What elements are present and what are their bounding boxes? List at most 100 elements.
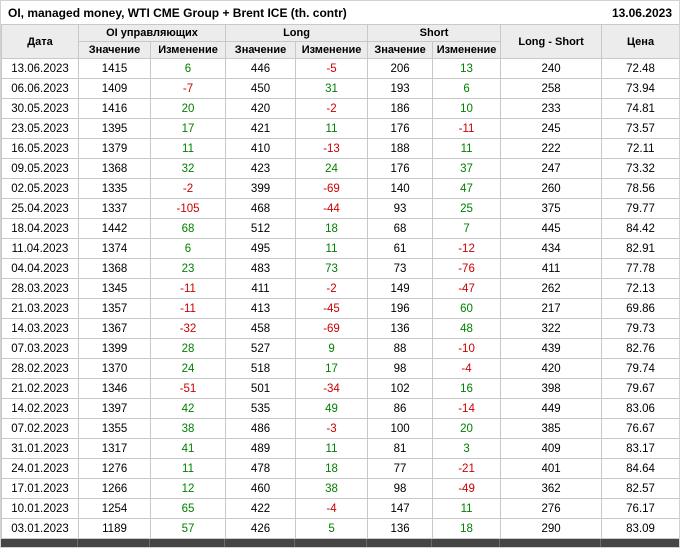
cell-long-change: -45 <box>295 298 369 319</box>
cell-short-change: -21 <box>432 458 502 479</box>
cell-long-short: 375 <box>500 198 603 219</box>
cell-short-value: 136 <box>367 518 434 539</box>
cell-long-value: 512 <box>225 218 297 239</box>
cell-long-short: 401 <box>500 458 603 479</box>
cell-long-short: 411 <box>500 258 603 279</box>
cell-price: 82.57 <box>601 478 679 499</box>
cell-oi-value: 1397 <box>78 398 151 419</box>
cell-long-change: 18 <box>295 218 369 239</box>
cell-short-value: 149 <box>367 278 434 299</box>
cell-short-value: 77 <box>367 458 434 479</box>
cell-short-change: 48 <box>432 318 502 339</box>
cell-price: 76.67 <box>601 418 679 439</box>
cell-date: 13.06.2023 <box>1 58 79 79</box>
partial-next-row <box>1 539 679 547</box>
cell-short-value: 73 <box>367 258 434 279</box>
cell-date: 30.05.2023 <box>1 98 79 119</box>
cell-long-change: -2 <box>295 98 369 119</box>
subheader-short-change: Изменение <box>432 41 502 59</box>
cell-long-short: 362 <box>500 478 603 499</box>
subheader-long-change: Изменение <box>295 41 369 59</box>
cell-long-short: 439 <box>500 338 603 359</box>
cell-long-change: -44 <box>295 198 369 219</box>
partial-cell <box>601 539 679 547</box>
cell-date: 14.02.2023 <box>1 398 79 419</box>
cell-short-change: 16 <box>432 378 502 399</box>
cell-short-value: 98 <box>367 358 434 379</box>
cell-short-value: 140 <box>367 178 434 199</box>
cell-oi-value: 1266 <box>78 478 151 499</box>
table-row: 03.01.2023 1189 57 426 5 136 18 290 83.0… <box>1 518 679 539</box>
cell-oi-change: 6 <box>149 58 227 79</box>
cell-date: 21.03.2023 <box>1 298 79 319</box>
cell-oi-value: 1357 <box>78 298 151 319</box>
cell-long-change: 31 <box>295 78 369 99</box>
cell-long-short: 449 <box>500 398 603 419</box>
table-row: 30.05.2023 1416 20 420 -2 186 10 233 74.… <box>1 98 679 119</box>
table-row: 13.06.2023 1415 6 446 -5 206 13 240 72.4… <box>1 58 679 79</box>
cell-date: 21.02.2023 <box>1 378 79 399</box>
cell-short-change: 37 <box>432 158 502 179</box>
cell-short-change: 47 <box>432 178 502 199</box>
table-row: 21.02.2023 1346 -51 501 -34 102 16 398 7… <box>1 378 679 399</box>
cell-short-change: 20 <box>432 418 502 439</box>
cell-short-change: 25 <box>432 198 502 219</box>
cell-oi-change: 23 <box>149 258 227 279</box>
cell-oi-value: 1409 <box>78 78 151 99</box>
cell-date: 31.01.2023 <box>1 438 79 459</box>
cell-oi-value: 1442 <box>78 218 151 239</box>
cell-oi-value: 1276 <box>78 458 151 479</box>
cell-long-short: 398 <box>500 378 603 399</box>
cell-date: 14.03.2023 <box>1 318 79 339</box>
cell-price: 79.77 <box>601 198 679 219</box>
cell-long-short: 262 <box>500 278 603 299</box>
cell-oi-change: 42 <box>149 398 227 419</box>
cell-long-short: 420 <box>500 358 603 379</box>
table-row: 06.06.2023 1409 -7 450 31 193 6 258 73.9… <box>1 78 679 99</box>
col-group-oi: OI управляющих <box>77 24 227 42</box>
cell-long-change: 24 <box>295 158 369 179</box>
cell-short-change: -49 <box>432 478 502 499</box>
cell-oi-change: -105 <box>149 198 227 219</box>
cell-price: 79.73 <box>601 318 679 339</box>
cell-oi-change: 17 <box>149 118 227 139</box>
cell-long-change: -13 <box>295 138 369 159</box>
cell-date: 02.05.2023 <box>1 178 79 199</box>
table-row: 14.02.2023 1397 42 535 49 86 -14 449 83.… <box>1 398 679 419</box>
report-title: OI, managed money, WTI CME Group + Brent… <box>8 6 347 20</box>
cell-long-value: 458 <box>225 318 297 339</box>
cell-oi-change: 57 <box>149 518 227 539</box>
subheader-oi-change: Изменение <box>149 41 227 59</box>
cell-oi-change: 65 <box>149 498 227 519</box>
cell-short-change: 11 <box>432 498 502 519</box>
cell-long-value: 420 <box>225 98 297 119</box>
cell-short-value: 81 <box>367 438 434 459</box>
cell-long-short: 245 <box>500 118 603 139</box>
table-row: 10.01.2023 1254 65 422 -4 147 11 276 76.… <box>1 498 679 519</box>
cell-short-value: 61 <box>367 238 434 259</box>
oi-table: Дата OI управляющих Long Short Long - Sh… <box>1 24 679 539</box>
cell-date: 25.04.2023 <box>1 198 79 219</box>
cell-date: 28.02.2023 <box>1 358 79 379</box>
table-row: 09.05.2023 1368 32 423 24 176 37 247 73.… <box>1 158 679 179</box>
partial-cell <box>225 539 295 547</box>
partial-cell <box>150 539 225 547</box>
cell-short-change: -14 <box>432 398 502 419</box>
cell-short-value: 206 <box>367 58 434 79</box>
cell-oi-value: 1317 <box>78 438 151 459</box>
cell-short-change: -12 <box>432 238 502 259</box>
cell-price: 73.57 <box>601 118 679 139</box>
cell-long-value: 478 <box>225 458 297 479</box>
cell-oi-change: -32 <box>149 318 227 339</box>
cell-long-value: 450 <box>225 78 297 99</box>
cell-long-change: 38 <box>295 478 369 499</box>
cell-long-change: -69 <box>295 318 369 339</box>
table-row: 04.04.2023 1368 23 483 73 73 -76 411 77.… <box>1 258 679 279</box>
cell-date: 18.04.2023 <box>1 218 79 239</box>
cell-oi-value: 1374 <box>78 238 151 259</box>
cell-price: 73.94 <box>601 78 679 99</box>
subheader-short-value: Значение <box>367 41 434 59</box>
cell-price: 79.67 <box>601 378 679 399</box>
partial-cell <box>1 539 78 547</box>
